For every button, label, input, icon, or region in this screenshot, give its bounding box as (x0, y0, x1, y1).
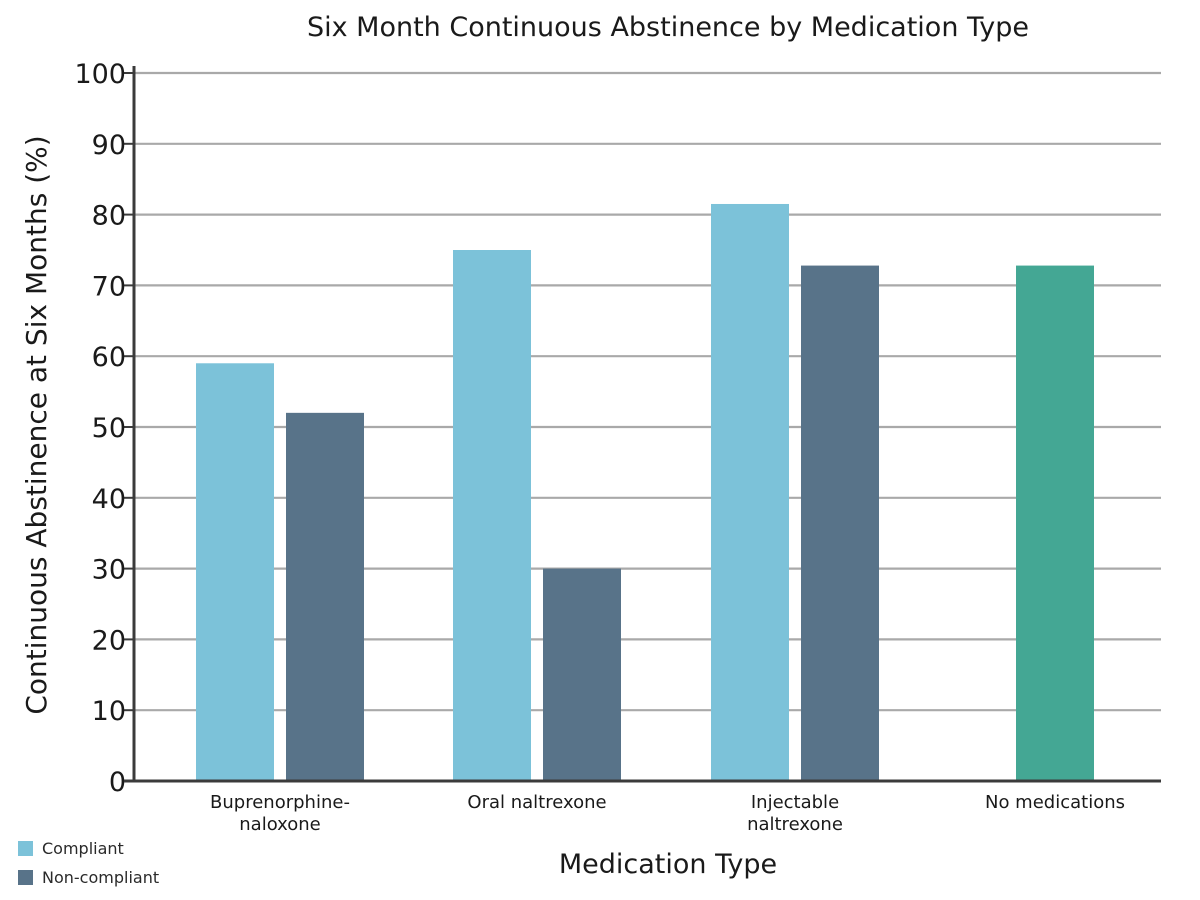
legend-item: Compliant (18, 834, 159, 863)
y-tick-label: 40 (92, 484, 126, 515)
x-tick-label: naltrexone (747, 814, 843, 835)
chart-title: Six Month Continuous Abstinence by Medic… (307, 12, 1029, 43)
bar-compliant-2 (453, 250, 531, 781)
x-tick-labels: Buprenorphine-naloxone Oral naltrexone Inj… (210, 792, 1125, 835)
bar-non-compliant-1 (286, 412, 364, 781)
grid-lines (124, 71, 1161, 782)
legend-swatch (18, 841, 33, 856)
x-tick-label: Buprenorphine- (210, 792, 350, 813)
y-tick-label: 30 (92, 555, 126, 586)
legend-label: Compliant (42, 839, 124, 858)
bar-compliant-1 (196, 363, 274, 781)
y-tick-label: 10 (92, 696, 126, 727)
y-tick-labels: 0 10 20 30 40 50 60 70 80 90 100 (74, 59, 126, 798)
y-tick-label: 60 (92, 342, 126, 373)
bar-compliant-3 (711, 203, 789, 782)
axes (124, 66, 1161, 783)
x-tick-label: naloxone (239, 814, 321, 835)
y-tick-label: 50 (92, 413, 126, 444)
y-tick-label: 90 (92, 130, 126, 161)
legend: Compliant Non-compliant (18, 834, 159, 892)
y-tick-label: 80 (92, 201, 126, 232)
y-tick-label: 70 (92, 271, 126, 302)
x-tick-label: Oral naltrexone (467, 792, 606, 813)
bar-non-compliant-2 (543, 568, 621, 781)
legend-item: Non-compliant (18, 863, 159, 892)
bars (196, 203, 1094, 782)
y-tick-label: 100 (74, 59, 126, 90)
x-axis-label: Medication Type (559, 849, 777, 880)
y-axis-label: Continuous Abstinence at Six Months (%) (20, 135, 53, 714)
bar-non-compliant-3 (801, 265, 879, 781)
x-tick-label: Injectable (751, 792, 839, 813)
legend-label: Non-compliant (42, 868, 160, 887)
y-tick-label: 0 (109, 767, 126, 798)
x-tick-label: No medications (985, 792, 1125, 813)
bar-series-3-4 (1016, 265, 1094, 781)
legend-swatch (18, 870, 33, 885)
y-tick-label: 20 (92, 625, 126, 656)
